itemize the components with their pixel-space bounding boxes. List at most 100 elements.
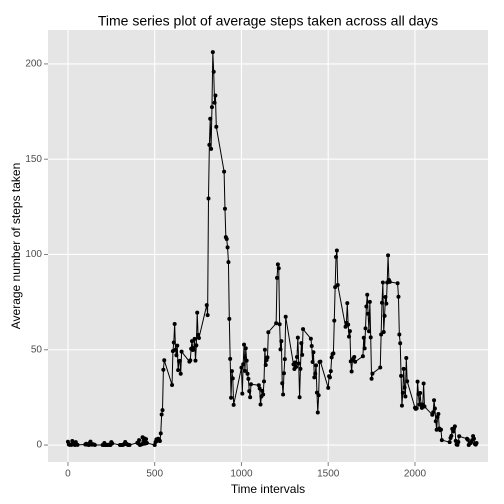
data-point: [457, 434, 462, 439]
data-point: [403, 394, 408, 399]
data-point: [361, 335, 366, 340]
data-point: [283, 314, 288, 319]
data-point: [329, 355, 334, 360]
data-point: [449, 433, 454, 438]
data-point: [266, 330, 271, 335]
data-point: [349, 369, 354, 374]
data-point: [275, 275, 280, 280]
data-point: [257, 386, 262, 391]
x-tick-label: 500: [146, 469, 163, 480]
data-point: [204, 303, 209, 308]
data-point: [401, 366, 406, 371]
data-point: [360, 354, 365, 359]
data-point: [328, 369, 333, 374]
data-point: [474, 440, 479, 445]
data-point: [433, 419, 438, 424]
data-point: [439, 438, 444, 443]
data-point: [262, 379, 267, 384]
data-point: [366, 311, 371, 316]
data-point: [414, 406, 419, 411]
data-point: [314, 363, 319, 368]
data-point: [465, 437, 470, 442]
data-point: [379, 332, 384, 337]
data-point: [88, 439, 93, 444]
data-point: [174, 353, 179, 358]
data-point: [227, 316, 232, 321]
data-point: [294, 364, 299, 369]
y-tick-label: 150: [25, 154, 42, 165]
data-point: [294, 355, 299, 360]
data-point: [211, 69, 216, 74]
data-point: [402, 385, 407, 390]
data-point: [415, 379, 420, 384]
y-tick-label: 0: [36, 440, 42, 451]
data-point: [191, 346, 196, 351]
data-point: [176, 368, 181, 373]
y-tick-label: 100: [25, 249, 42, 260]
data-point: [209, 146, 214, 151]
x-tick-label: 2000: [404, 469, 427, 480]
data-point: [229, 395, 234, 400]
data-point: [175, 343, 180, 348]
data-point: [110, 441, 115, 446]
data-point: [160, 408, 165, 413]
data-point: [170, 383, 175, 388]
data-point: [229, 369, 234, 374]
data-point: [282, 357, 287, 362]
data-point: [242, 342, 247, 347]
data-point: [345, 301, 350, 306]
data-point: [296, 361, 301, 366]
data-point: [265, 355, 270, 360]
data-point: [177, 358, 182, 363]
data-point: [172, 322, 177, 327]
data-point: [222, 169, 227, 174]
data-point: [387, 279, 392, 284]
data-point: [456, 439, 461, 444]
data-point: [370, 371, 375, 376]
data-point: [226, 260, 231, 265]
data-point: [438, 427, 443, 432]
data-point: [178, 371, 183, 376]
data-point: [298, 366, 303, 371]
data-point: [209, 105, 214, 110]
data-point: [452, 424, 457, 429]
panel: [48, 30, 488, 462]
data-point: [436, 411, 441, 416]
chart-title: Time series plot of average steps taken …: [98, 13, 438, 29]
data-point: [363, 326, 368, 331]
y-tick-label: 200: [25, 59, 42, 70]
data-point: [162, 358, 167, 363]
data-point: [206, 196, 211, 201]
data-point: [260, 388, 265, 393]
data-point: [384, 301, 389, 306]
data-point: [347, 329, 352, 334]
data-point: [447, 440, 452, 445]
data-point: [381, 330, 386, 335]
data-point: [179, 349, 184, 354]
data-point: [261, 392, 266, 397]
data-point: [228, 356, 233, 361]
data-point: [192, 336, 197, 341]
data-point: [144, 440, 149, 445]
data-point: [214, 124, 219, 129]
data-point: [159, 412, 164, 417]
data-point: [399, 403, 404, 408]
data-point: [400, 390, 405, 395]
data-point: [299, 341, 304, 346]
data-point: [313, 371, 318, 376]
data-point: [144, 437, 149, 442]
data-point: [205, 313, 210, 318]
y-tick-label: 50: [31, 344, 43, 355]
data-point: [431, 410, 436, 415]
data-point: [365, 292, 370, 297]
data-point: [432, 398, 437, 403]
data-point: [246, 376, 251, 381]
x-tick-label: 1000: [230, 469, 253, 480]
data-point: [386, 253, 391, 258]
data-point: [137, 438, 142, 443]
data-point: [196, 332, 201, 337]
data-point: [422, 404, 427, 409]
data-point: [368, 335, 373, 340]
